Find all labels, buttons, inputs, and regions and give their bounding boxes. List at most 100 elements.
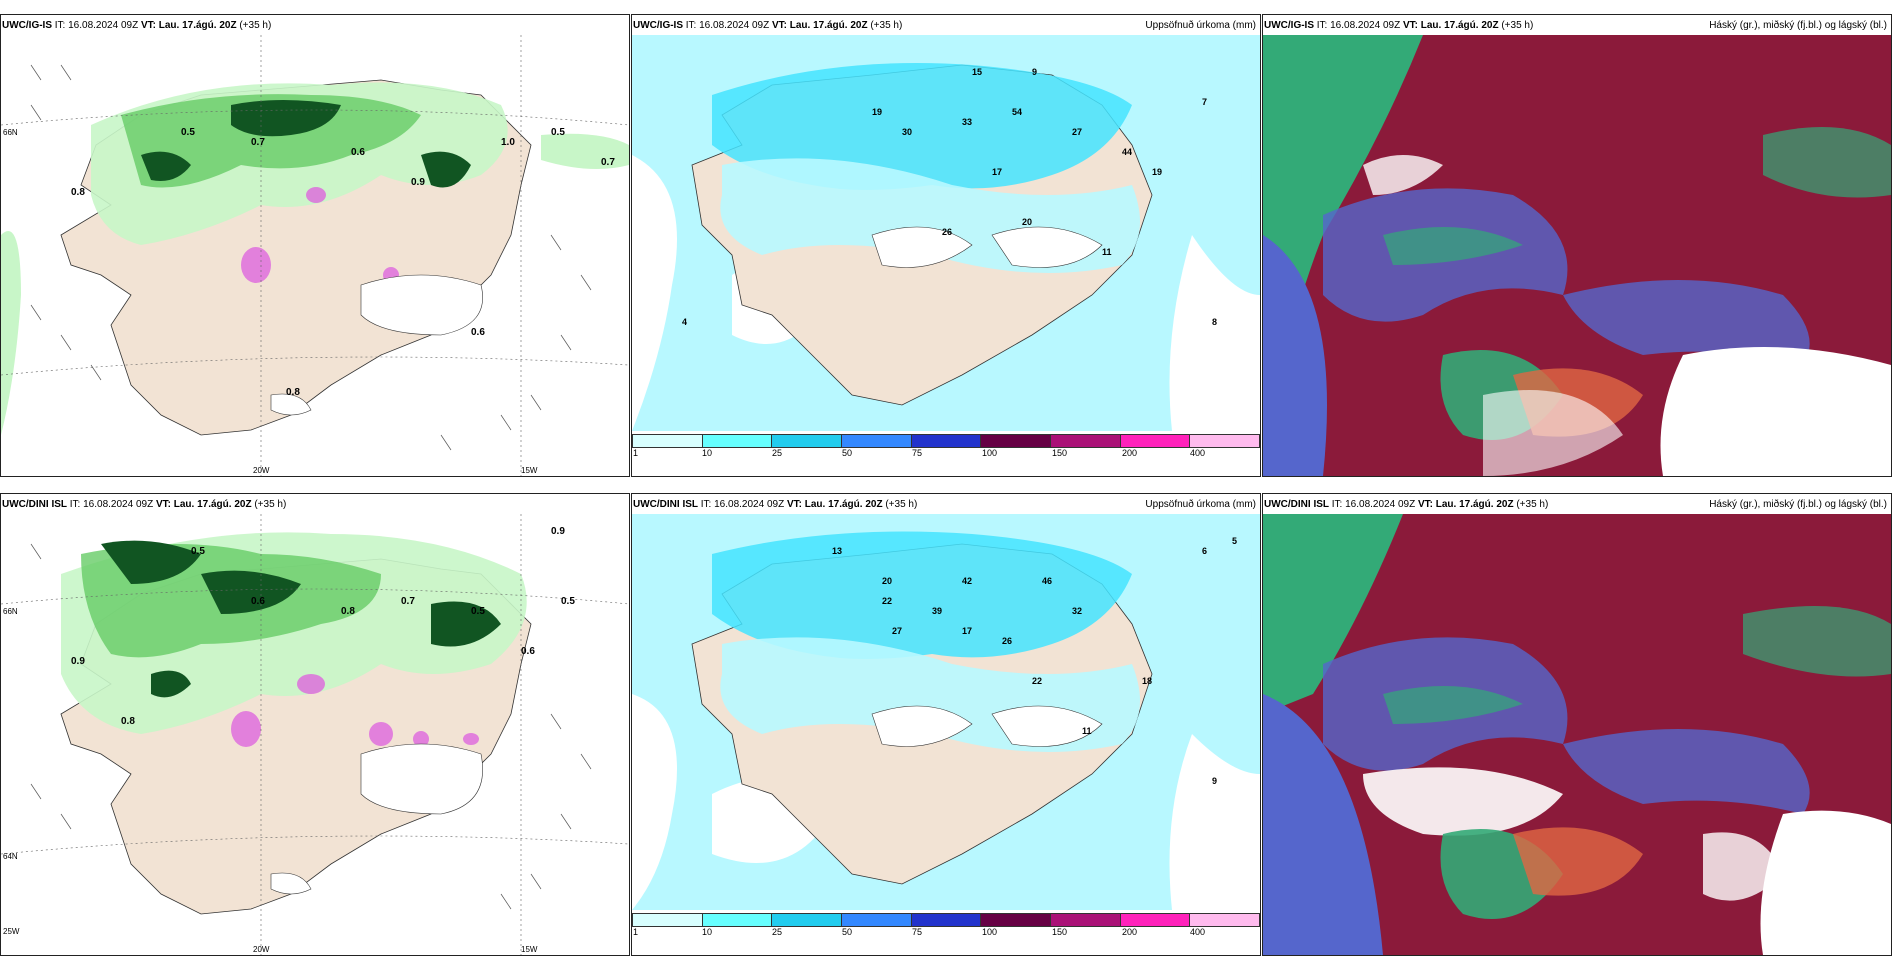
colorbar-tick: 200 xyxy=(1122,927,1138,937)
precip-label: 0.5 xyxy=(561,596,575,607)
precip-label: 0.7 xyxy=(401,596,415,607)
precip-label: 0.6 xyxy=(471,327,485,338)
lon-label-25w: 25W xyxy=(3,927,20,936)
model-name: UWC/DINI ISL xyxy=(2,499,67,510)
wind-barbs xyxy=(30,64,592,451)
accum-label: 27 xyxy=(1072,127,1082,137)
colorbar-tick: 400 xyxy=(1190,448,1206,458)
panel-cloud-igis: UWC/IG-IS IT: 16.08.2024 09Z VT: Lau. 17… xyxy=(1262,14,1892,477)
model-name: UWC/IG-IS xyxy=(2,20,52,31)
colorbar-swatch xyxy=(1051,914,1121,926)
precip-label: 0.9 xyxy=(551,526,565,537)
valid-time: Lau. 17.ágú. 20Z xyxy=(173,499,252,510)
accum-label: 30 xyxy=(902,127,912,137)
panel-header: UWC/DINI ISL IT: 16.08.2024 09Z VT: Lau.… xyxy=(1264,498,1887,512)
accum-label: 15 xyxy=(972,67,982,77)
model-name: UWC/IG-IS xyxy=(633,20,683,31)
precip-label: 1.0 xyxy=(501,137,515,148)
model-name: UWC/IG-IS xyxy=(1264,20,1314,31)
accum-label: 17 xyxy=(992,167,1002,177)
lead-time: (+35 h) xyxy=(885,499,918,510)
accum-label: 20 xyxy=(882,576,892,586)
accum-label: 9 xyxy=(1032,67,1037,77)
precip-label: 0.8 xyxy=(121,716,135,727)
precip-label: 0.5 xyxy=(471,606,485,617)
panel-title: Uppsöfnuð úrkoma (mm) xyxy=(1145,20,1256,31)
lead-time: (+35 h) xyxy=(254,499,287,510)
accum-label: 9 xyxy=(1212,776,1217,786)
precip-label: 0.7 xyxy=(601,157,615,168)
panel-header: UWC/DINI ISL IT: 16.08.2024 09Z VT: Lau.… xyxy=(2,498,625,512)
precip-label: 0.8 xyxy=(341,606,355,617)
colorbar-swatch xyxy=(702,435,773,447)
model-name: UWC/DINI ISL xyxy=(1264,499,1329,510)
accum-label: 44 xyxy=(1122,147,1132,157)
colorbar-swatch xyxy=(842,435,912,447)
colorbar-tick: 100 xyxy=(982,448,998,458)
colorbar-tick: 10 xyxy=(702,927,713,937)
panel-precip-dini: UWC/DINI ISL IT: 16.08.2024 09Z VT: Lau.… xyxy=(0,493,630,956)
colorbar-swatch xyxy=(772,914,843,926)
colorbar-swatch xyxy=(1051,435,1121,447)
accum-label: 11 xyxy=(1082,726,1092,736)
it-label: IT: xyxy=(1316,20,1328,31)
precip-label: 0.6 xyxy=(351,147,365,158)
colorbar-swatch xyxy=(981,914,1052,926)
it-label: IT: xyxy=(685,20,697,31)
init-time: 16.08.2024 09Z xyxy=(699,20,770,31)
colorbar: 1 10 25 50 75 100 150 200 400 xyxy=(632,913,1260,937)
colorbar-swatch xyxy=(1190,435,1260,447)
precip-map: 0.8 0.5 0.7 0.6 0.9 1.0 0.5 0.6 0.7 0.8 … xyxy=(1,35,629,476)
accum-label: 33 xyxy=(962,117,972,127)
panel-accum-igis: UWC/IG-IS IT: 16.08.2024 09Z VT: Lau. 17… xyxy=(631,14,1261,477)
accum-label: 4 xyxy=(682,317,687,327)
accum-label: 13 xyxy=(832,546,842,556)
colorbar-tick: 150 xyxy=(1052,927,1068,937)
it-label: IT: xyxy=(1331,499,1343,510)
colorbar-tick: 75 xyxy=(912,448,923,458)
colorbar-tick: 100 xyxy=(982,927,998,937)
vt-label: VT: xyxy=(771,20,787,31)
colorbar-tick: 150 xyxy=(1052,448,1068,458)
cloud-map xyxy=(1263,35,1891,476)
colorbar-swatch xyxy=(1120,435,1191,447)
accum-label: 22 xyxy=(882,596,892,606)
colorbar-tick: 10 xyxy=(702,448,713,458)
panel-header: UWC/DINI ISL IT: 16.08.2024 09Z VT: Lau.… xyxy=(633,498,1256,512)
accum-label: 20 xyxy=(1022,217,1032,227)
accum-precip-map: 13 20 22 39 27 42 46 32 26 17 22 18 11 9… xyxy=(632,514,1260,910)
accum-label: 19 xyxy=(1152,167,1162,177)
accum-label: 26 xyxy=(1002,636,1012,646)
precip-label: 0.6 xyxy=(251,596,265,607)
colorbar-tick: 50 xyxy=(842,448,853,458)
colorbar-swatch xyxy=(772,435,843,447)
valid-time: Lau. 17.ágú. 20Z xyxy=(804,499,883,510)
accum-precip-map: 15 9 19 30 33 54 27 44 19 17 26 20 11 8 … xyxy=(632,35,1260,431)
accum-label: 46 xyxy=(1042,576,1052,586)
colorbar-swatch xyxy=(1120,914,1191,926)
precip-label: 0.8 xyxy=(286,387,300,398)
accum-label: 11 xyxy=(1102,247,1112,257)
precip-label: 0.8 xyxy=(71,187,85,198)
lon-label-15w: 15W xyxy=(521,466,538,475)
accum-label: 18 xyxy=(1142,676,1152,686)
accum-label: 8 xyxy=(1212,317,1217,327)
precip-label: 0.5 xyxy=(551,127,565,138)
panel-header: UWC/IG-IS IT: 16.08.2024 09Z VT: Lau. 17… xyxy=(1264,19,1887,33)
colorbar-tick: 1 xyxy=(633,448,639,458)
lat-label-66n: 66N xyxy=(3,607,18,616)
colorbar-tick: 50 xyxy=(842,927,853,937)
init-time: 16.08.2024 09Z xyxy=(68,20,139,31)
colorbar-tick: 25 xyxy=(772,448,783,458)
precip-label: 0.9 xyxy=(411,177,425,188)
panel-title: Uppsöfnuð úrkoma (mm) xyxy=(1145,499,1256,510)
accum-label: 17 xyxy=(962,626,972,636)
lead-time: (+35 h) xyxy=(1516,499,1549,510)
accum-label: 7 xyxy=(1202,97,1207,107)
precip-label: 0.6 xyxy=(521,646,535,657)
valid-time: Lau. 17.ágú. 20Z xyxy=(789,20,868,31)
accum-label: 22 xyxy=(1032,676,1042,686)
lat-label-64n: 64N xyxy=(3,852,18,861)
lead-time: (+35 h) xyxy=(239,20,272,31)
precip-label: 0.5 xyxy=(191,546,205,557)
